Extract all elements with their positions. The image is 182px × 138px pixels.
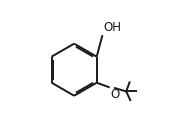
Text: O: O	[110, 88, 119, 101]
Text: OH: OH	[103, 21, 121, 34]
